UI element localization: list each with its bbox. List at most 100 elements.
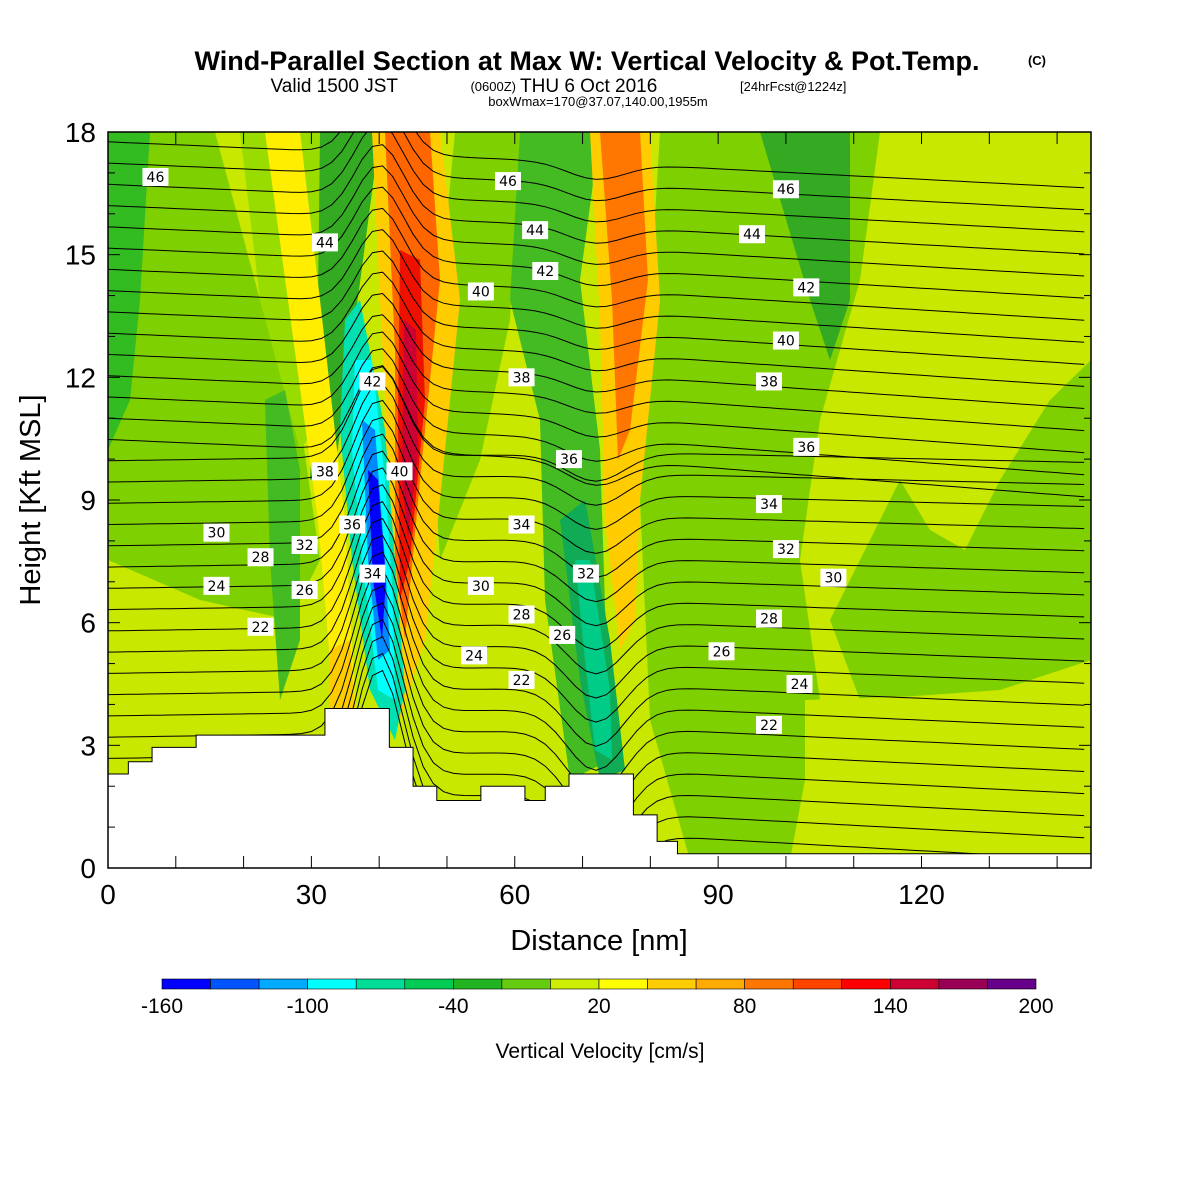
theta-label: 24: [461, 646, 488, 665]
colorbar-swatch: [647, 978, 697, 990]
terrain-mask: [107, 708, 1092, 869]
colorbar-swatch: [938, 978, 988, 990]
theta-label-box: [142, 167, 169, 186]
colorbar: -160 -100 -40 20 80 140 200: [141, 978, 1054, 1018]
x-tick-label: 60: [499, 879, 530, 910]
theta-label-box: [772, 331, 799, 350]
theta-label-text: 22: [760, 718, 778, 734]
field-band-green-west: [108, 132, 320, 620]
theta-contour-line: [108, 331, 1085, 454]
theta-label-text: 22: [513, 673, 531, 689]
theta-label-text: 28: [252, 550, 270, 566]
colorbar-tick-label: 200: [1018, 995, 1053, 1018]
theta-contour-line: [108, 517, 1085, 699]
theta-contour-line: [108, 348, 1085, 476]
theta-label-text: 44: [316, 235, 334, 251]
theta-contour-line: [108, 399, 1085, 530]
chart-subtitle-2: boxWmax=170@37.07,140.00,1955m: [488, 94, 708, 109]
x-tick-label: 90: [703, 879, 734, 910]
theta-label: 42: [793, 278, 820, 297]
subtitle-date: THU 6 Oct 2016: [520, 76, 657, 97]
field-band-green-2: [265, 390, 300, 700]
colorbar-tick-label: -100: [287, 995, 329, 1018]
colorbar-swatch: [161, 978, 211, 990]
theta-contour-line: [108, 229, 1085, 343]
theta-label: 46: [142, 167, 169, 186]
theta-label-box: [311, 233, 338, 252]
theta-label-box: [522, 221, 549, 240]
subtitle-zulu: (0600Z): [470, 79, 516, 94]
x-axis-label: Distance [nm]: [510, 925, 687, 957]
theta-label-text: 28: [513, 607, 531, 623]
colorbar-tick-label: 140: [873, 995, 908, 1018]
theta-label: 24: [203, 576, 230, 595]
theta-label-box: [467, 576, 494, 595]
colorbar-swatch: [453, 978, 503, 990]
colorbar-tick-label: 80: [733, 995, 756, 1018]
colorbar-swatch: [695, 978, 745, 990]
theta-label: 40: [467, 282, 494, 301]
theta-label-box: [772, 180, 799, 199]
colorbar-swatch: [210, 978, 260, 990]
theta-label: 46: [772, 180, 799, 199]
theta-label-text: 42: [536, 264, 554, 280]
theta-label-text: 32: [777, 542, 795, 558]
field-lowland: [805, 690, 1091, 868]
theta-contour-line: [108, 314, 1085, 432]
theta-label-box: [359, 564, 386, 583]
theta-label-box: [708, 642, 735, 661]
y-tick-label: 9: [80, 485, 96, 516]
theta-label-text: 24: [791, 677, 809, 693]
colorbar-tick-label: -40: [438, 995, 468, 1018]
x-tick-label: 30: [296, 879, 327, 910]
theta-label-text: 38: [760, 374, 778, 390]
field-band-darkgreen-west: [108, 132, 150, 450]
theta-label: 22: [755, 715, 782, 734]
theta-label-box: [339, 515, 366, 534]
copyright-mark: (C): [1028, 53, 1046, 68]
theta-label: 30: [467, 576, 494, 595]
theta-label-box: [291, 580, 318, 599]
theta-contour-line: [108, 132, 1085, 189]
theta-contour-line: [108, 534, 1085, 723]
theta-label: 34: [508, 515, 535, 534]
theta-label: 34: [755, 495, 782, 514]
theta-label-text: 36: [343, 518, 361, 534]
theta-label: 26: [291, 580, 318, 599]
colorbar-swatch: [258, 978, 308, 990]
y-tick-label: 0: [80, 853, 96, 884]
theta-contour-line: [108, 132, 1085, 211]
theta-label-text: 26: [553, 628, 571, 644]
theta-label-text: 46: [777, 182, 795, 198]
theta-label-text: 30: [208, 526, 226, 542]
theta-label-box: [786, 675, 813, 693]
theta-label-box: [772, 540, 799, 559]
x-tick-label: 0: [100, 879, 116, 910]
colorbar-label: Vertical Velocity [cm/s]: [496, 1040, 705, 1063]
theta-label-text: 34: [363, 567, 381, 583]
theta-label-box: [291, 535, 318, 554]
theta-label: 44: [522, 221, 549, 240]
theta-label-text: 36: [560, 452, 578, 468]
colorbar-swatch: [355, 978, 406, 990]
theta-label-box: [532, 262, 559, 281]
y-tick-label: 15: [65, 240, 96, 271]
theta-label: 32: [772, 540, 799, 559]
theta-label-box: [461, 646, 488, 665]
theta-label-box: [739, 225, 766, 244]
y-tick-label: 6: [80, 608, 96, 639]
theta-label-box: [508, 515, 535, 534]
theta-label-box: [755, 715, 782, 734]
theta-label: 28: [755, 609, 782, 628]
theta-label: 36: [555, 450, 582, 469]
theta-label: 46: [494, 172, 521, 191]
theta-label-text: 26: [296, 583, 314, 599]
theta-label: 22: [247, 617, 274, 636]
y-tick-label: 3: [80, 730, 96, 761]
chart-subtitle: Valid 1500 JST (0600Z) THU 6 Oct 2016 [2…: [271, 76, 847, 97]
theta-label-box: [508, 368, 535, 387]
theta-label-box: [203, 523, 230, 542]
theta-label: 28: [508, 605, 535, 624]
colorbar-swatch: [598, 978, 648, 990]
